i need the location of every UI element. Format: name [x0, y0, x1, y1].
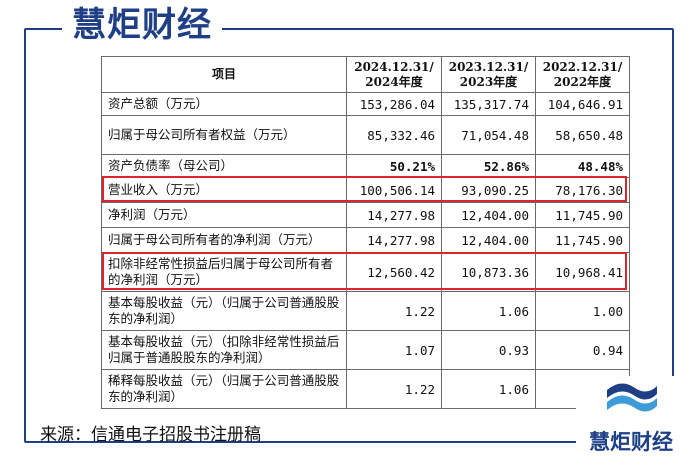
cell-2024: 50.21% [346, 154, 442, 178]
cell-2024: 85,332.46 [346, 115, 442, 155]
row-label: 净利润（万元） [100, 202, 348, 228]
cell-2022: 0.94 [534, 330, 631, 370]
cell-2022: 11,745.90 [534, 202, 631, 228]
cell-2024: 1.07 [346, 330, 442, 370]
cell-2022: 48.48% [534, 154, 631, 178]
cell-2023: 71,054.48 [441, 115, 536, 155]
cell-2022: 10,968.41 [534, 252, 631, 292]
table-row: 归属于母公司所有者权益（万元） 85,332.46 71,054.48 58,6… [100, 115, 631, 155]
financial-table: 项目 2024.12.31/ 2024年度 2023.12.31/ 2023年度… [100, 56, 631, 409]
row-label: 稀释每股收益（元）（归属于公司普通股股东的净利润） [100, 369, 348, 409]
cell-2024: 14,277.98 [346, 227, 442, 253]
brand-wordmark: 慧炬财经 [72, 5, 212, 45]
table-row: 扣除非经常性损益后归属于母公司所有者的净利润（万元） 12,560.42 10,… [100, 252, 631, 292]
table-row: 归属于母公司所有者的净利润（万元） 14,277.98 12,404.00 11… [100, 227, 631, 253]
row-label: 资产总额（万元） [100, 92, 348, 116]
cell-2023: 93,090.25 [441, 177, 536, 203]
header-2024: 2024.12.31/ 2024年度 [346, 56, 442, 93]
cell-2023: 52.86% [441, 154, 536, 178]
table-header-row: 项目 2024.12.31/ 2024年度 2023.12.31/ 2023年度… [100, 56, 631, 93]
cell-2022: 78,176.30 [534, 177, 631, 203]
cell-2023: 12,404.00 [441, 202, 536, 228]
brand-logo-bottom: 慧炬财经 [576, 376, 686, 456]
header-2023: 2023.12.31/ 2023年度 [441, 56, 536, 93]
row-label: 基本每股收益（元）（归属于公司普通股股东的净利润） [100, 291, 348, 331]
row-label: 基本每股收益（元）（扣除非经常性损益后归属于普通股股东的净利润） [100, 330, 348, 370]
cell-2022: 58,650.48 [534, 115, 631, 155]
outer-frame [24, 28, 674, 443]
cell-2023: 10,873.36 [441, 252, 536, 292]
cell-2024: 100,506.14 [346, 177, 442, 203]
header-item: 项目 [100, 56, 348, 93]
table-row: 基本每股收益（元）（归属于公司普通股股东的净利润） 1.22 1.06 1.00 [100, 291, 631, 331]
cell-2024: 12,560.42 [346, 252, 442, 292]
row-label: 扣除非经常性损益后归属于母公司所有者的净利润（万元） [100, 252, 348, 292]
table-row: 净利润（万元） 14,277.98 12,404.00 11,745.90 [100, 202, 631, 228]
brand-wordmark-bottom: 慧炬财经 [589, 430, 673, 454]
row-label: 资产负债率（母公司） [100, 154, 348, 178]
source-caption: 来源：信通电子招股书注册稿 [40, 425, 261, 445]
table-row: 资产总额（万元） 153,286.04 135,317.74 104,646.9… [100, 92, 631, 116]
cell-2024: 1.22 [346, 369, 442, 409]
cell-2022: 104,646.91 [534, 92, 631, 116]
cell-2024: 1.22 [346, 291, 442, 331]
cell-2023: 0.93 [441, 330, 536, 370]
row-label: 归属于母公司所有者权益（万元） [100, 115, 348, 155]
cell-2023: 1.06 [441, 369, 536, 409]
cell-2022: 11,745.90 [534, 227, 631, 253]
row-label: 归属于母公司所有者的净利润（万元） [100, 227, 348, 253]
row-label: 营业收入（万元） [100, 177, 348, 203]
table-row: 稀释每股收益（元）（归属于公司普通股股东的净利润） 1.22 1.06 1.00 [100, 369, 631, 409]
wave-logo-icon [607, 383, 657, 412]
header-2022: 2022.12.31/ 2022年度 [534, 56, 631, 93]
table-row: 营业收入（万元） 100,506.14 93,090.25 78,176.30 [100, 177, 631, 203]
cell-2024: 14,277.98 [346, 202, 442, 228]
table-row: 资产负债率（母公司） 50.21% 52.86% 48.48% [100, 154, 631, 178]
cell-2023: 12,404.00 [441, 227, 536, 253]
cell-2023: 135,317.74 [441, 92, 536, 116]
cell-2024: 153,286.04 [346, 92, 442, 116]
cell-2023: 1.06 [441, 291, 536, 331]
brand-logo-top: 慧炬财经 [62, 4, 222, 46]
table-row: 基本每股收益（元）（扣除非经常性损益后归属于普通股股东的净利润） 1.07 0.… [100, 330, 631, 370]
cell-2022: 1.00 [534, 291, 631, 331]
